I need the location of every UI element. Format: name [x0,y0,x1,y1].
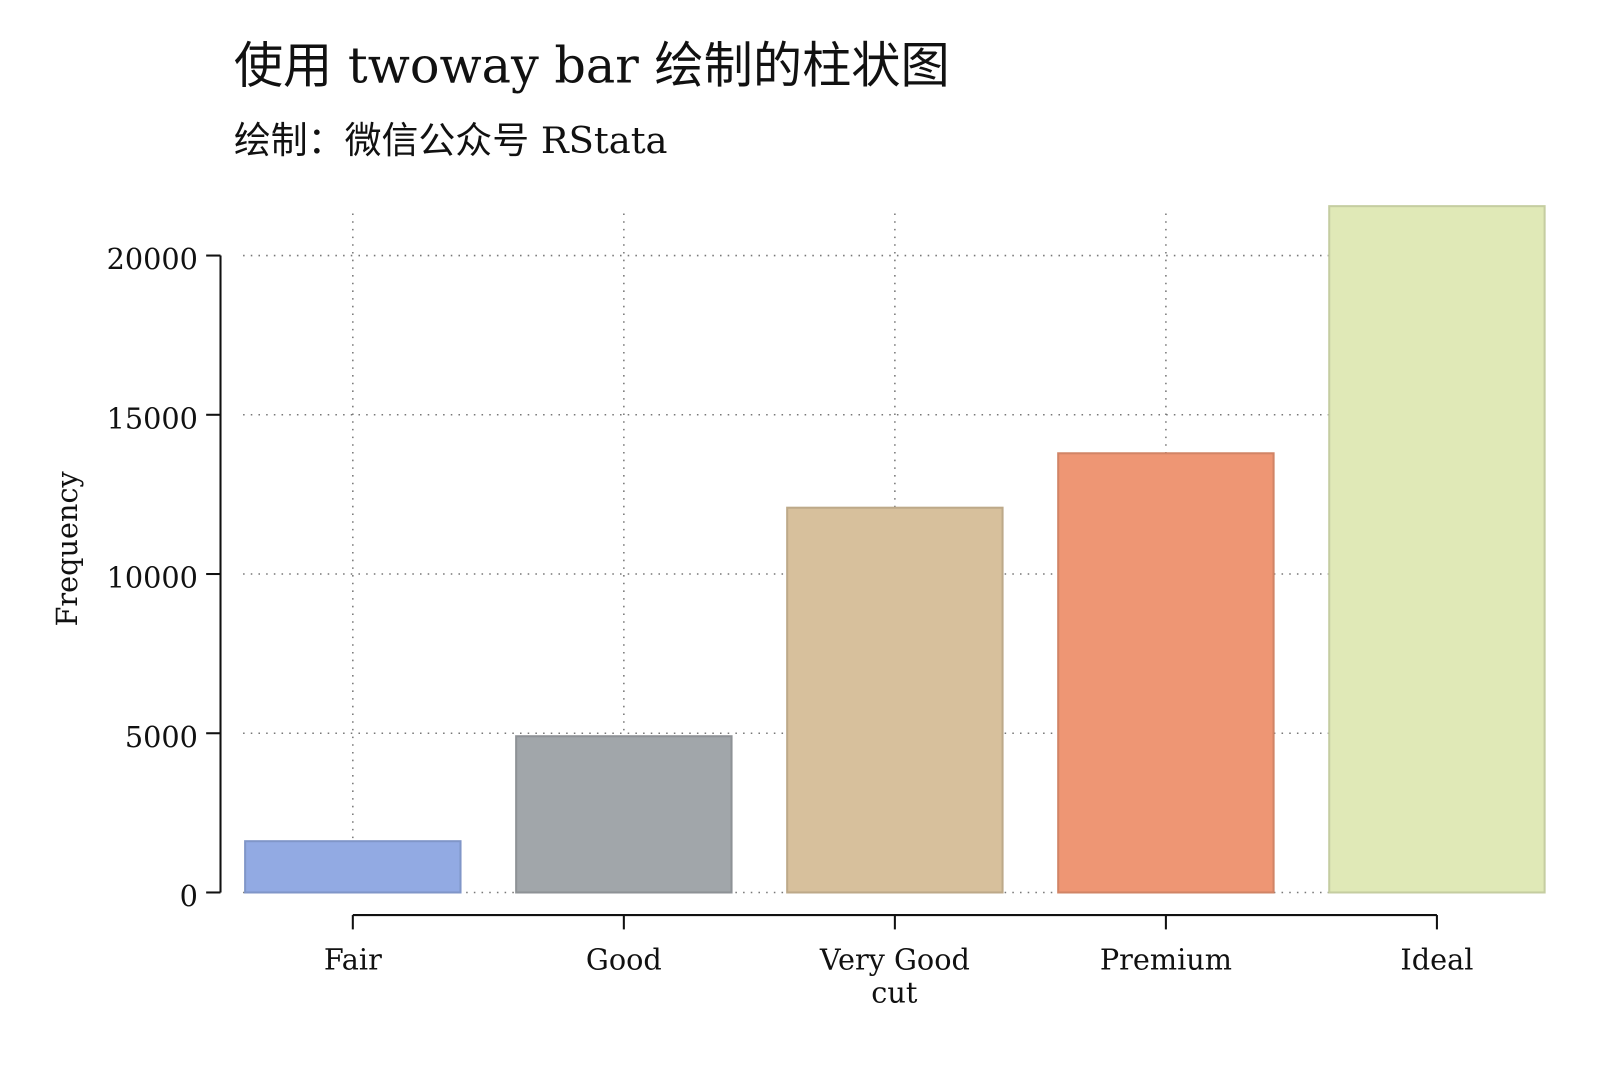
x-tick-label: Very Good [819,943,970,977]
y-tick-label: 5000 [125,720,198,754]
y-tick-label: 10000 [107,561,198,595]
bar [1057,452,1275,894]
chart-subtitle: 绘制：微信公众号 RStata [234,119,668,162]
bar [515,735,733,894]
x-tick-label: Fair [324,943,382,977]
x-tick-label: Ideal [1400,943,1473,977]
y-tick-label: 20000 [107,242,198,276]
y-axis-title: Frequency [50,470,84,626]
y-tick-label: 0 [180,879,198,913]
bar [786,506,1004,894]
bar [244,840,462,894]
x-tick-label: Good [586,943,662,977]
y-tick-label: 15000 [107,401,198,435]
x-tick-label: Premium [1100,943,1232,977]
bar [1328,205,1546,894]
chart-title: 使用 twoway bar 绘制的柱状图 [234,36,950,94]
x-axis-title: cut [871,976,918,1010]
